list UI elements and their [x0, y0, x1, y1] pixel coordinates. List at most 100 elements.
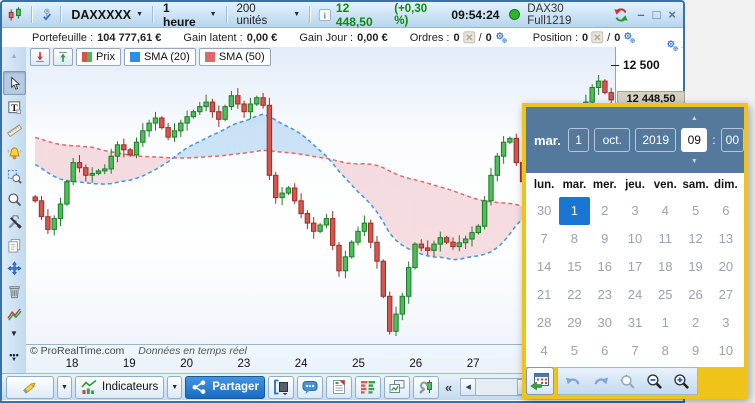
- calendar-day-cell[interactable]: 25: [658, 287, 673, 302]
- goto-date-button[interactable]: [526, 367, 554, 395]
- screenshot-button[interactable]: [267, 375, 294, 399]
- calendar-day-cell[interactable]: 15: [567, 259, 582, 274]
- legend-price-chip[interactable]: Prix: [76, 48, 121, 66]
- calendar-day-cell[interactable]: 13: [718, 231, 734, 246]
- calendar-day-cell[interactable]: 24: [627, 287, 643, 302]
- strategy-button[interactable]: [412, 375, 439, 399]
- pin-icon[interactable]: [40, 6, 54, 23]
- move-tool[interactable]: [4, 257, 25, 279]
- calendar-day-cell[interactable]: 4: [540, 343, 548, 358]
- spinner-up-icon[interactable]: ▲: [690, 115, 698, 122]
- trendline-tool[interactable]: [4, 303, 25, 325]
- expand-price-up-button[interactable]: [53, 48, 73, 66]
- units-selector[interactable]: 200 unités ▼: [235, 3, 303, 27]
- share-button[interactable]: Partager: [185, 375, 265, 399]
- draw-menu-button[interactable]: ▼: [57, 375, 72, 399]
- calendar-day-cell[interactable]: 1: [661, 315, 669, 330]
- toolbar-scroll-up-icon[interactable]: ▲: [4, 48, 25, 70]
- chat-button[interactable]: [296, 375, 323, 399]
- cursor-tool[interactable]: [2, 71, 26, 95]
- calendar-day-cell[interactable]: 3: [631, 203, 639, 218]
- more-tools[interactable]: ••• ▼: [4, 349, 25, 371]
- calendar-day-cell[interactable]: 8: [661, 343, 669, 358]
- calendar-day-cell[interactable]: 20: [718, 259, 734, 274]
- timeframe-selector[interactable]: 1 heure ▼: [161, 1, 219, 29]
- calendar-day-cell[interactable]: 7: [540, 231, 548, 246]
- chart-area[interactable]: Prix SMA (20) SMA (50) 12 500 12 448,50 …: [26, 47, 685, 373]
- calendar-day-cell[interactable]: 8: [570, 231, 579, 246]
- text-tool[interactable]: T: [4, 96, 25, 118]
- symbol-selector[interactable]: DAXXXXX ▼: [69, 8, 145, 22]
- month-field[interactable]: oct.: [594, 128, 631, 152]
- position-settings-icon[interactable]: [623, 31, 636, 44]
- calendar-day-cell[interactable]: 29: [567, 315, 582, 330]
- calendar-day-cell[interactable]: 6: [722, 203, 730, 218]
- calendar-day-cell[interactable]: 16: [597, 259, 612, 274]
- calendar-day-cell[interactable]: 30: [597, 315, 612, 330]
- settings-tool[interactable]: [4, 211, 25, 233]
- calendar-day-cell[interactable]: 5: [691, 203, 700, 218]
- close-button[interactable]: ×: [668, 7, 677, 22]
- calendar-day-cell[interactable]: 4: [661, 203, 669, 218]
- minimize-button[interactable]: –: [637, 7, 645, 22]
- orders-settings-icon[interactable]: [495, 31, 508, 44]
- hour-spinner[interactable]: ▲ 09 ▼: [681, 115, 708, 165]
- day-field[interactable]: 1: [567, 128, 590, 152]
- undo-button[interactable]: [563, 371, 584, 392]
- news-button[interactable]: [325, 375, 352, 399]
- calendar-day-cell[interactable]: 5: [570, 343, 579, 358]
- alert-tool[interactable]: [4, 142, 25, 164]
- duplicate-window-button[interactable]: [383, 375, 410, 399]
- calendar-day-cell[interactable]: 31: [627, 315, 643, 330]
- minute-field[interactable]: 00: [720, 128, 744, 152]
- zoom-in-button[interactable]: [671, 371, 692, 392]
- toolbar-scroll-down-icon[interactable]: ▼: [4, 326, 25, 348]
- spinner-down-icon[interactable]: ▼: [690, 158, 698, 165]
- year-field[interactable]: 2019: [635, 128, 677, 152]
- zoom-tool[interactable]: [4, 188, 25, 210]
- redo-button[interactable]: [590, 371, 611, 392]
- calendar-day-cell[interactable]: 23: [597, 287, 612, 302]
- cancel-orders-icon[interactable]: [462, 31, 476, 44]
- calendar-day-cell[interactable]: 12: [688, 231, 703, 246]
- copy-tool[interactable]: [4, 234, 25, 256]
- collapse-toolbar-button[interactable]: «: [444, 379, 453, 395]
- calendar-day-cell[interactable]: 2: [601, 203, 609, 218]
- calendar-day-cell[interactable]: 11: [658, 231, 673, 246]
- indicators-menu-button[interactable]: ▼: [167, 375, 183, 399]
- maximize-button[interactable]: □: [652, 7, 661, 22]
- calendar-day-cell[interactable]: 3: [722, 315, 730, 330]
- indicators-button[interactable]: Indicateurs: [75, 375, 165, 399]
- zoom-drag-button[interactable]: [617, 371, 638, 392]
- calendar-day-cell[interactable]: 1: [559, 197, 590, 225]
- title-bar[interactable]: DAXXXXX ▼ 1 heure ▼ 200 unités ▼ i 12 44…: [2, 1, 683, 29]
- calendar-day-cell[interactable]: 30: [536, 203, 552, 218]
- calendar-day-cell[interactable]: 14: [536, 259, 552, 274]
- calendar-day-cell[interactable]: 28: [536, 315, 552, 330]
- calendar-day-cell[interactable]: 27: [718, 287, 734, 302]
- info-icon[interactable]: i: [318, 8, 332, 22]
- orderbook-button[interactable]: [354, 375, 381, 399]
- calendar-day-cell[interactable]: 26: [688, 287, 703, 302]
- collapse-price-down-button[interactable]: [30, 48, 50, 66]
- refresh-icon[interactable]: [613, 7, 629, 23]
- axis-settings-gear-icon[interactable]: [666, 39, 679, 52]
- calendar-day-cell[interactable]: 9: [601, 231, 609, 246]
- legend-sma20-chip[interactable]: SMA (20): [123, 48, 196, 66]
- delete-tool[interactable]: [4, 280, 25, 302]
- scroll-left-button[interactable]: ◀: [461, 379, 477, 395]
- calendar-day-cell[interactable]: 6: [601, 343, 609, 358]
- calendar-day-cell[interactable]: 21: [536, 287, 552, 302]
- zoom-out-button[interactable]: [644, 371, 665, 392]
- calendar-day-cell[interactable]: 22: [567, 287, 582, 302]
- draw-button[interactable]: [6, 375, 54, 399]
- hour-field[interactable]: 09: [681, 128, 708, 152]
- ruler-tool[interactable]: [4, 119, 25, 141]
- zoom-area-tool[interactable]: [4, 165, 25, 187]
- calendar-day-cell[interactable]: 19: [688, 259, 703, 274]
- calendar-day-cell[interactable]: 9: [691, 343, 700, 358]
- calendar-day-cell[interactable]: 10: [627, 231, 643, 246]
- calendar-day-cell[interactable]: 2: [691, 315, 700, 330]
- calendar-day-cell[interactable]: 18: [658, 259, 673, 274]
- calendar-day-cell[interactable]: 10: [718, 343, 734, 358]
